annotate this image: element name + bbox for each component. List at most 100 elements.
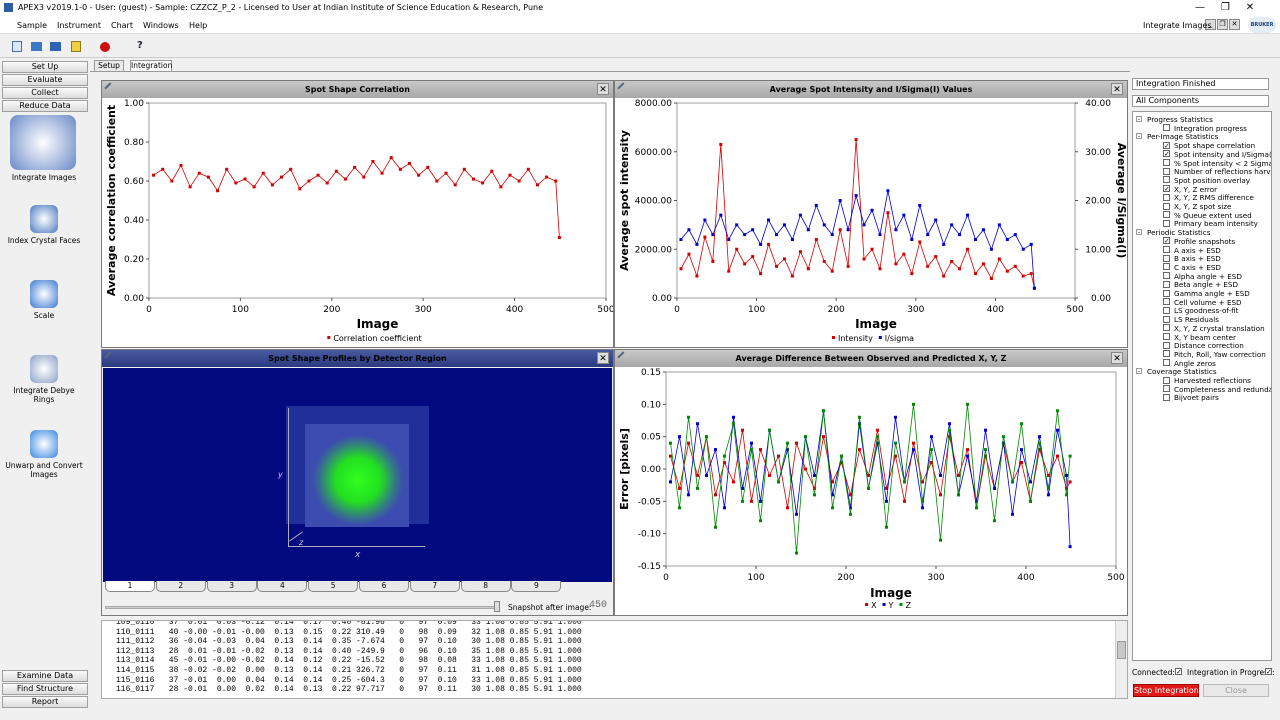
tree-checkbox[interactable] [1163,167,1170,175]
region-tab[interactable]: 7 [409,581,460,592]
tool-icon[interactable] [50,42,61,51]
tree-item[interactable]: X, Y, Z RMS difference [1174,193,1254,203]
window-controls[interactable]: — ❐ ✕ [1195,2,1255,13]
mdi-controls[interactable]: _ ❐ ✕ [1205,19,1245,30]
tree-checkbox[interactable] [1163,298,1170,306]
components-dropdown[interactable]: All Components [1132,95,1269,107]
tool-label[interactable]: Integrate Debye Rings [13,386,75,404]
tree-expander[interactable]: - [1136,133,1142,141]
tree-checkbox[interactable] [1163,272,1170,280]
tree-checkbox[interactable] [1163,376,1170,384]
tree-item[interactable]: LS Residuals [1174,315,1219,325]
tree-item[interactable]: Spot shape correlation [1174,141,1256,151]
tree-item[interactable]: A axis + ESD [1174,245,1221,255]
tree-item[interactable]: Pitch, Roll, Yaw correction [1174,349,1266,359]
tree-item[interactable]: Harvested reflections [1174,376,1251,385]
help-icon[interactable]: ? [137,40,143,51]
close-button[interactable]: ✕ [1111,83,1123,95]
tree-item[interactable]: Number of reflections harve... [1174,167,1272,177]
tree-checkbox[interactable] [1163,254,1170,262]
tree-checkbox[interactable] [1163,324,1170,332]
tree-expander[interactable]: - [1136,229,1142,237]
tree-item[interactable]: C axis + ESD [1174,262,1221,272]
tree-checkbox[interactable] [1163,289,1170,297]
tree-checkbox[interactable] [1163,263,1170,271]
tree-checkbox[interactable] [1163,359,1170,367]
menu-item[interactable]: Sample [17,21,47,30]
tree-item[interactable]: Bijvoet pairs [1174,393,1219,403]
tree-checkbox[interactable] [1163,202,1170,210]
tree-group[interactable]: Periodic Statistics [1147,228,1211,238]
tree-checkbox[interactable]: ✓ [1163,141,1170,150]
tree-item[interactable]: X, Y, Z error [1174,184,1218,194]
close-button[interactable]: Close [1203,684,1269,697]
tree-item[interactable]: Spot position overlay [1174,175,1251,185]
tree-checkbox[interactable] [1163,315,1170,323]
tree-checkbox[interactable]: ✓ [1163,237,1170,246]
tool-icon[interactable] [31,42,42,51]
tree-item[interactable]: % Queue extent used [1174,210,1252,220]
stop-icon[interactable] [100,42,110,52]
tree-item[interactable]: Profile snapshots [1174,236,1236,246]
tree-item[interactable]: Distance correction [1174,341,1244,351]
tree-checkbox[interactable] [1163,350,1170,358]
tool-icon[interactable] [30,430,58,458]
tree-item[interactable]: % Spot intensity < 2 Sigma(I) [1174,158,1272,168]
tool-label[interactable]: Unwarp and Convert Images [5,461,83,479]
tool-label[interactable]: Index Crystal Faces [7,236,81,245]
tab[interactable]: Integration [130,60,173,71]
tree-checkbox[interactable] [1163,341,1170,349]
tree-checkbox[interactable] [1163,219,1170,227]
tree-item[interactable]: Primary beam intensity [1174,219,1258,229]
tree-item[interactable]: LS goodness-of-fit [1174,306,1239,316]
nav-button[interactable]: Report [2,696,88,708]
close-button[interactable]: ✕ [597,352,609,364]
tree-item[interactable]: Angle zeros [1174,358,1216,368]
slider-thumb[interactable] [494,601,500,612]
tree-checkbox[interactable] [1163,211,1170,219]
region-tab[interactable]: 6 [359,581,409,592]
region-tab[interactable]: 5 [308,581,359,592]
region-tab[interactable]: 9 [511,581,562,592]
tree-checkbox[interactable] [1163,124,1170,132]
nav-button[interactable]: Set Up [2,61,88,73]
tool-label[interactable]: Scale [33,311,55,320]
tree-checkbox[interactable] [1163,176,1170,184]
tree-item[interactable]: Cell volume + ESD [1174,297,1242,307]
tree-item[interactable]: Integration progress [1174,123,1247,133]
tree-expander[interactable]: - [1136,116,1142,123]
stop-button[interactable]: Stop Integration [1133,684,1199,697]
tool-icon[interactable] [12,41,22,52]
menu-item[interactable]: Help [189,21,208,30]
region-tab[interactable]: 4 [257,581,308,592]
menu-item[interactable]: Windows [143,21,179,30]
region-tab[interactable]: 2 [155,581,206,592]
close-button[interactable]: ✕ [1111,352,1123,364]
tree-checkbox[interactable] [1163,393,1170,401]
close-button[interactable]: ✕ [597,83,609,95]
tree-item[interactable]: X, Y beam center [1174,332,1236,342]
tree-item[interactable]: B axis + ESD [1174,254,1221,264]
tool-icon[interactable] [30,205,58,233]
nav-button[interactable]: Find Structure [2,683,88,695]
slider-track[interactable] [105,606,500,609]
tool-icon[interactable] [71,41,81,52]
tree-group[interactable]: Progress Statistics [1147,115,1213,124]
tree-item[interactable]: Completeness and redunda... [1174,384,1272,394]
tool-icon[interactable] [30,355,58,383]
tree-checkbox[interactable] [1163,385,1170,393]
tab[interactable]: Setup [94,60,124,71]
tree-group[interactable]: Per-Image Statistics [1147,132,1219,142]
progress-checkbox[interactable]: ✓ [1265,668,1272,676]
tree-item[interactable]: X, Y, Z spot size [1174,202,1232,211]
region-tab[interactable]: 8 [460,581,511,592]
tree-checkbox[interactable]: ✓ [1163,185,1170,194]
region-tab[interactable]: 1 [105,581,155,592]
nav-button[interactable]: Evaluate [2,74,88,86]
connected-checkbox[interactable]: ✓ [1175,668,1182,676]
region-tab[interactable]: 3 [206,581,257,592]
tree-checkbox[interactable] [1163,193,1170,201]
tree-checkbox[interactable]: ✓ [1163,150,1170,159]
tree-item[interactable]: Alpha angle + ESD [1174,271,1242,281]
tree-expander[interactable]: - [1136,368,1142,376]
